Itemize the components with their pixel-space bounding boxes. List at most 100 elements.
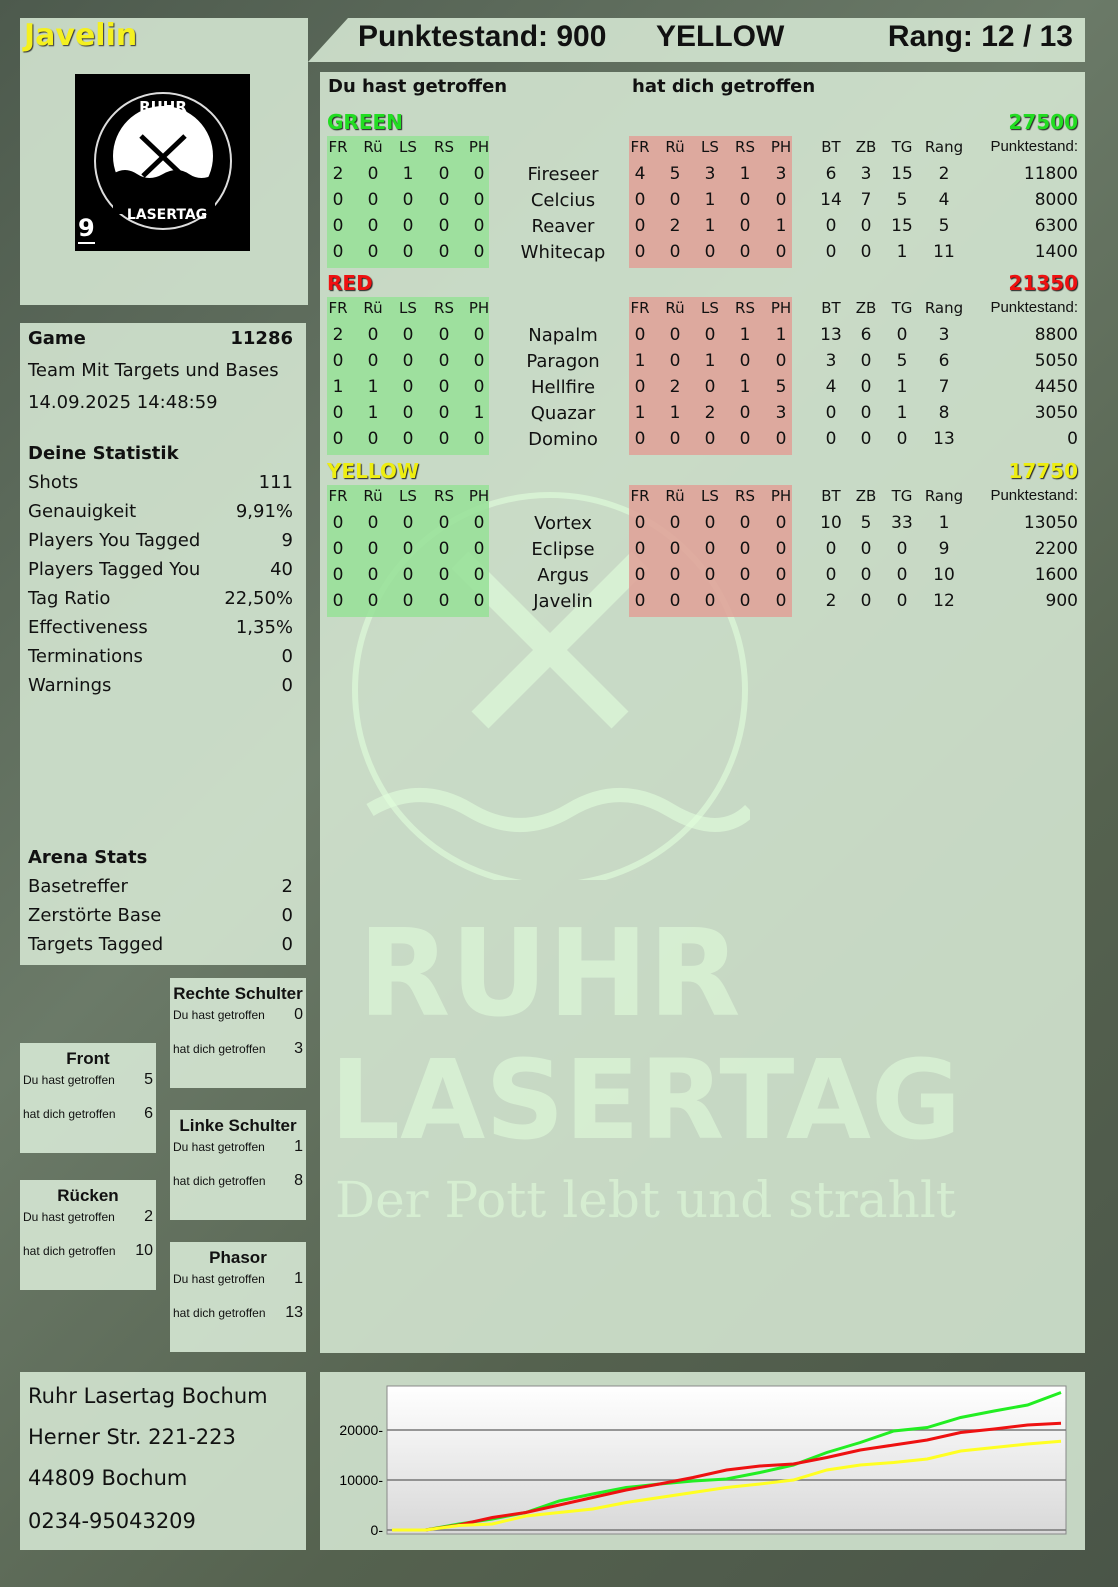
column-header: LS [399,299,417,317]
arena-row: Basetreffer 2 [28,876,293,897]
you-hit-cell: 0 [367,351,379,371]
column-header: ZB [855,299,877,317]
you-hit-cell: 0 [367,513,379,533]
player-name: Hellfire [530,377,596,398]
stat-cell: 3 [860,164,872,184]
watermark-line2: LASERTAG [330,1036,962,1164]
player-score: 1600 [1034,565,1078,585]
stat-cell: 0 [860,216,872,236]
zone-you-hit: Du hast getroffen 2 [20,1208,156,1226]
column-header: LS [701,138,719,156]
stat-row: Tag Ratio 22,50% [28,588,293,609]
score-label: Punktestand: 900 [358,20,607,53]
column-header: RS [735,487,755,505]
column-header: PH [468,138,490,156]
you-hit-cell: 1 [367,403,379,423]
stat-label: Terminations [28,646,143,667]
arena-row: Targets Tagged 0 [28,934,293,955]
hit-you-cell: 3 [775,403,787,423]
player-name: Reaver [531,216,595,237]
you-hit-cell: 0 [367,164,379,184]
zone-value: 1 [294,1138,303,1155]
you-hit-cell: 0 [402,513,414,533]
game-mode: Team Mit Targets und Bases [28,360,279,381]
you-hit-cell: 0 [473,429,485,449]
zone-label: Du hast getroffen [173,1272,265,1286]
arena-label: Zerstörte Base [28,905,162,926]
column-header: PH [468,487,490,505]
stat-cell: 0 [825,539,837,559]
hit-you-cell: 0 [739,539,751,559]
stat-value: 111 [258,472,293,493]
you-hit-cell: 0 [332,539,344,559]
column-header: Rü [665,299,685,317]
address-panel [20,1372,306,1550]
hit-you-cell: 0 [669,513,681,533]
stat-value: 9 [281,530,293,551]
hit-zone-1: Front Du hast getroffen 5 hat dich getroffe… [20,1043,156,1153]
zone-hit-you: hat dich getroffen 6 [20,1105,156,1123]
stat-row: Genauigkeit 9,91% [28,501,293,522]
zone-value: 1 [294,1270,303,1287]
zone-you-hit: Du hast getroffen 5 [20,1071,156,1089]
svg-text:LASERTAG: LASERTAG [127,207,207,223]
venue-city: 44809 Bochum [28,1466,188,1490]
hit-you-cell: 1 [704,190,716,210]
stat-cell: 0 [896,565,908,585]
you-hit-block [327,136,489,268]
arena-label: Targets Tagged [28,934,164,955]
team-label: YELLOW [656,20,785,53]
hit-you-cell: 0 [704,325,716,345]
you-hit-cell: 0 [332,429,344,449]
hit-you-cell: 0 [669,539,681,559]
you-hit-cell: 0 [402,565,414,585]
column-header: PH [770,138,792,156]
hit-you-cell: 0 [634,190,646,210]
you-hit-cell: 0 [473,539,485,559]
you-hit-cell: 0 [332,351,344,371]
zone-label: Du hast getroffen [173,1008,265,1022]
you-hit-cell: 0 [438,216,450,236]
column-header: BT [821,138,841,156]
player-name: Javelin [533,591,593,612]
column-header: Rü [665,487,685,505]
you-hit-cell: 1 [332,377,344,397]
zone-label: hat dich getroffen [173,1306,266,1320]
stat-label: Tag Ratio [28,588,111,609]
you-hit-cell: 0 [367,325,379,345]
y-tick-label: 0- [371,1522,384,1538]
you-hit-cell: 0 [402,429,414,449]
hit-you-cell: 2 [669,377,681,397]
hit-you-cell: 0 [775,565,787,585]
stat-cell: 7 [860,190,872,210]
you-hit-cell: 0 [402,591,414,611]
hit-you-cell: 1 [775,325,787,345]
hit-you-cell: 0 [634,565,646,585]
ruhr-lasertag-logo-icon: RUHR LASERTAG [94,92,232,230]
column-header: Rang [924,299,964,317]
hit-you-cell: 5 [669,164,681,184]
you-hit-cell: 0 [438,325,450,345]
stat-cell: 10 [820,513,842,533]
venue-street: Herner Str. 221-223 [28,1425,236,1449]
stat-cell: 4 [938,190,950,210]
column-header: RS [434,487,454,505]
hit-you-cell: 0 [704,242,716,262]
column-header: Rü [363,299,383,317]
hit-you-cell: 0 [775,351,787,371]
you-hit-cell: 0 [402,403,414,423]
column-header: FR [328,299,348,317]
stat-cell: 0 [896,325,908,345]
zone-you-hit: Du hast getroffen 1 [170,1138,306,1156]
stat-value: 0 [281,646,293,667]
hit-you-cell: 0 [634,539,646,559]
column-header: Punktestand: [990,299,1078,316]
venue-phone: 0234-95043209 [28,1509,196,1533]
hit-you-heading: hat dich getroffen [632,76,816,97]
stat-cell: 5 [896,190,908,210]
you-hit-cell: 0 [438,539,450,559]
stat-cell: 6 [938,351,950,371]
you-hit-cell: 0 [473,164,485,184]
stat-cell: 15 [891,216,913,236]
score-chart: 0- 10000- 20000- [339,1385,1067,1538]
